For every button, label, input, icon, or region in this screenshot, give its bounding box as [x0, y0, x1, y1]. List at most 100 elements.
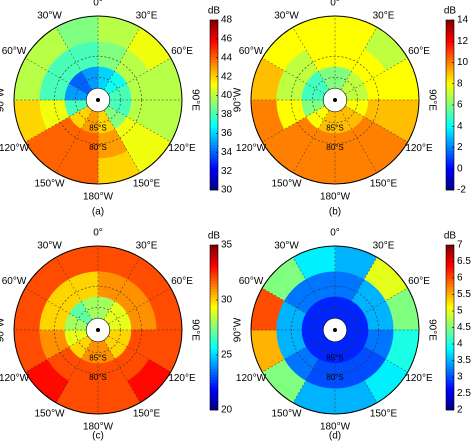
colorbar-step: [446, 289, 454, 293]
colorbar-step: [446, 300, 454, 304]
lon-label: 120°W: [236, 373, 267, 384]
colorbar-step: [210, 330, 218, 334]
colorbar-step: [446, 382, 454, 386]
colorbar-step: [446, 278, 454, 282]
meridian: [25, 57, 88, 95]
colorbar-tick-label: 5.5: [457, 289, 471, 300]
meridian: [292, 27, 330, 90]
colorbar-step: [210, 164, 218, 168]
colorbar-step: [210, 161, 218, 165]
lon-label: 120°E: [405, 373, 433, 384]
colorbar-step: [446, 170, 454, 174]
colorbar-step: [210, 382, 218, 386]
colorbar-step: [446, 181, 454, 185]
pole-dot: [333, 98, 337, 102]
colorbar-tick-label: 42: [221, 71, 233, 82]
colorbar-tick-label: 7: [457, 240, 463, 251]
colorbar-step: [446, 48, 454, 52]
colorbar-step: [446, 153, 454, 157]
colorbar-step: [446, 136, 454, 140]
meridian: [292, 257, 330, 320]
colorbar-step: [210, 187, 218, 191]
panel-label: (b): [329, 207, 341, 218]
lat-circle: [291, 286, 379, 374]
colorbar-step: [446, 161, 454, 165]
colorbar-tick-label: 4: [457, 121, 463, 132]
lon-label: 60°W: [239, 276, 264, 287]
colorbar-step: [210, 158, 218, 162]
colorbar-step: [446, 76, 454, 80]
colorbar-step: [210, 184, 218, 188]
lon-label: 60°E: [171, 46, 193, 57]
colorbar-step: [210, 335, 218, 339]
colorbar-tick-label: 35: [221, 240, 233, 251]
colorbar-step: [210, 73, 218, 77]
lon-label: 30°W: [37, 11, 62, 22]
pole-dot: [96, 328, 100, 332]
colorbar-step: [446, 349, 454, 353]
colorbar-step: [446, 184, 454, 188]
colorbar-step: [446, 363, 454, 367]
colorbar-tick-label: 48: [221, 15, 233, 26]
colorbar-step: [210, 141, 218, 145]
colorbar-step: [210, 366, 218, 370]
lon-label: 0°: [330, 228, 340, 239]
colorbar-tick-label: 34: [221, 147, 233, 158]
colorbar-step: [446, 333, 454, 337]
colorbar-step: [210, 39, 218, 43]
colorbar-step: [210, 357, 218, 361]
colorbar-step: [210, 275, 218, 279]
colorbar-step: [446, 164, 454, 168]
colorbar-step: [210, 280, 218, 284]
lat-label: 85°S: [326, 354, 343, 363]
lon-label: 30°E: [373, 11, 395, 22]
colorbar-step: [210, 377, 218, 381]
lat-label: 85°S: [89, 124, 106, 133]
colorbar-step: [210, 341, 218, 345]
lon-label: 180°W: [320, 192, 351, 203]
meridian: [345, 105, 408, 143]
colorbar-step: [446, 124, 454, 128]
colorbar-step: [446, 316, 454, 320]
meridian: [108, 57, 171, 95]
colorbar-step: [446, 96, 454, 100]
colorbar-step: [446, 59, 454, 63]
colorbar-step: [210, 54, 218, 58]
meridian: [25, 287, 88, 325]
colorbar-step: [446, 65, 454, 69]
colorbar-tick-label: 2: [457, 405, 463, 416]
lon-label: 180°W: [320, 422, 351, 433]
colorbar-step: [446, 144, 454, 148]
lon-label: 30°W: [37, 241, 62, 252]
lat-label: 85°S: [326, 124, 343, 133]
colorbar-step: [210, 62, 218, 66]
colorbar-tick-label: 6: [457, 100, 463, 111]
colorbar-step: [210, 175, 218, 179]
lon-label: 60°E: [171, 276, 193, 287]
colorbar-step: [446, 175, 454, 179]
colorbar-step: [210, 173, 218, 177]
meridian: [55, 340, 93, 403]
colorbar-step: [446, 355, 454, 359]
colorbar-step: [446, 173, 454, 177]
colorbar-frame: [209, 244, 219, 411]
colorbar-step: [446, 272, 454, 276]
colorbar-step: [210, 156, 218, 160]
colorbar-step: [210, 308, 218, 312]
lon-label: 0°: [330, 0, 340, 9]
colorbar-step: [446, 264, 454, 268]
colorbar-step: [210, 346, 218, 350]
colorbar-step: [210, 313, 218, 317]
lon-label: 180°W: [83, 422, 114, 433]
colorbar-step: [446, 93, 454, 97]
colorbar-step: [210, 181, 218, 185]
colorbar-step: [210, 283, 218, 287]
meridian: [103, 110, 141, 173]
colorbar-step: [210, 147, 218, 151]
colorbar-step: [210, 65, 218, 69]
colorbar-step: [446, 286, 454, 290]
colorbar-step: [446, 275, 454, 279]
colorbar-step: [446, 258, 454, 262]
colorbar-tick-label: -2: [457, 185, 466, 196]
lon-label: 120°E: [405, 143, 433, 154]
